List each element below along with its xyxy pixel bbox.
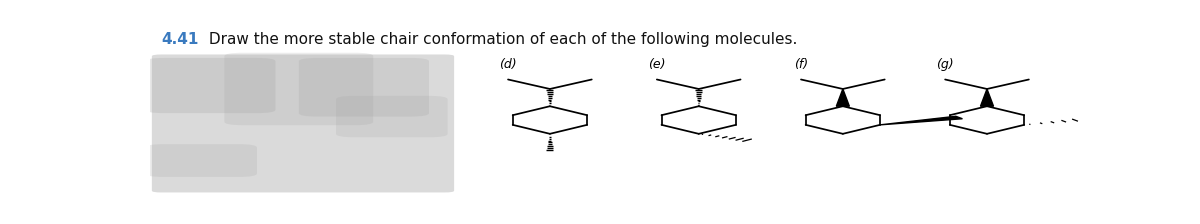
FancyBboxPatch shape (336, 96, 448, 137)
FancyBboxPatch shape (145, 144, 257, 177)
FancyBboxPatch shape (152, 54, 454, 192)
FancyBboxPatch shape (299, 58, 430, 116)
Polygon shape (880, 116, 962, 125)
Polygon shape (980, 89, 994, 106)
Text: (g): (g) (936, 58, 954, 71)
FancyBboxPatch shape (145, 58, 276, 113)
Text: Draw the more stable chair conformation of each of the following molecules.: Draw the more stable chair conformation … (204, 32, 797, 47)
Text: (f): (f) (794, 58, 808, 71)
Text: (e): (e) (648, 58, 666, 71)
Polygon shape (836, 89, 850, 106)
Text: (d): (d) (499, 58, 517, 71)
FancyBboxPatch shape (224, 53, 373, 125)
Text: 4.41: 4.41 (161, 32, 198, 47)
